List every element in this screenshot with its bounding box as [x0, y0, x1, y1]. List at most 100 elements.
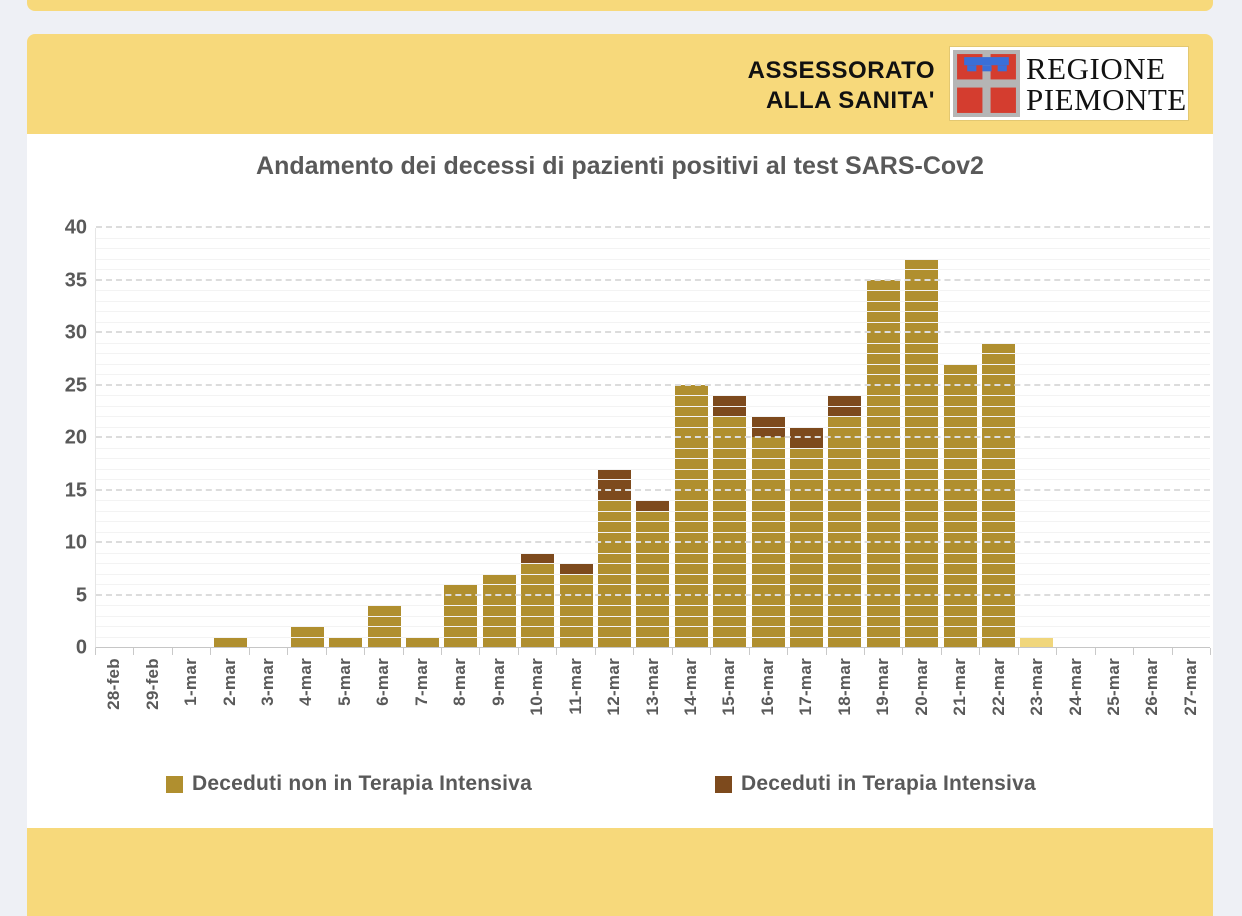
gridline-minor [96, 521, 1210, 522]
bar-segment-terapia-intensiva [521, 552, 555, 563]
x-axis-label: 1-mar [181, 658, 201, 706]
x-axis-label: 2-mar [219, 658, 239, 706]
gridline-major [96, 278, 1210, 281]
bar-slot-20-mar [903, 228, 941, 647]
logo-text: REGIONE PIEMONTE [1026, 50, 1187, 117]
x-axis-tick [863, 648, 865, 655]
x-axis-tick [671, 648, 673, 655]
x-label-slot: 20-mar [903, 658, 941, 750]
x-label-slot: 6-mar [364, 658, 402, 750]
x-axis-label: 14-mar [681, 658, 701, 716]
x-label-slot: 22-mar [979, 658, 1017, 750]
x-axis-tick [979, 648, 981, 655]
x-axis-tick [1094, 648, 1096, 655]
y-axis-label: 5 [75, 584, 87, 606]
legend-label: Deceduti in Terapia Intensiva [741, 772, 1036, 795]
x-label-slot: 3-mar [249, 658, 287, 750]
x-axis-tick [556, 648, 558, 655]
bar-slot-17-mar [787, 228, 825, 647]
x-axis-tick [594, 648, 596, 655]
x-axis-label: 8-mar [450, 658, 470, 706]
gridline-minor [96, 615, 1210, 617]
x-axis-tick [248, 648, 250, 655]
x-axis-label: 22-mar [988, 658, 1008, 716]
report-card: ASSESSORATO ALLA SANITA' REGIONE PIEMONT… [27, 34, 1213, 916]
gridline-minor [96, 563, 1210, 564]
gridline-minor [96, 353, 1210, 354]
x-axis-label: 10-mar [527, 658, 547, 716]
x-label-slot: 11-mar [556, 658, 594, 750]
x-axis-label: 16-mar [757, 658, 777, 716]
bar-segment-non-terapia-intensiva [982, 342, 1016, 647]
bar-segment-non-terapia-intensiva [405, 636, 439, 647]
gridline-minor [96, 500, 1210, 501]
x-axis-labels: 28-feb 29-feb 1-mar 2-mar 3-mar 4-mar 5-mar 6-m… [95, 658, 1210, 750]
bar-segment-non-terapia-intensiva [905, 258, 939, 647]
chart-panel: Andamento dei decessi di pazienti positi… [27, 134, 1213, 828]
bar-slot-22-mar [979, 228, 1017, 647]
x-label-slot: 13-mar [633, 658, 671, 750]
bar-slot-21-mar [941, 228, 979, 647]
x-axis-label: 13-mar [642, 658, 662, 716]
bar-segment-non-terapia-intensiva [482, 573, 516, 647]
regione-piemonte-logo: REGIONE PIEMONTE [950, 47, 1188, 120]
y-axis-label: 10 [64, 531, 87, 554]
piemonte-coat-of-arms-icon [953, 50, 1020, 117]
bar-slot-23-mar [1018, 228, 1056, 647]
x-axis-label: 28-feb [104, 658, 124, 710]
y-axis-label: 30 [64, 321, 87, 344]
x-axis-tick [517, 648, 519, 655]
legend-label: Deceduti non in Terapia Intensiva [192, 772, 532, 795]
bar-12-mar [597, 468, 631, 647]
bar-10-mar [521, 552, 555, 647]
x-axis-label: 12-mar [604, 658, 624, 716]
gridline-minor [96, 258, 1210, 260]
report-header: ASSESSORATO ALLA SANITA' REGIONE PIEMONT… [27, 34, 1213, 134]
bar-slot-19-mar [864, 228, 902, 647]
x-axis-tick [95, 648, 96, 655]
y-axis-label: 15 [64, 479, 87, 501]
chart-title: Andamento dei decessi di pazienti positi… [256, 152, 984, 180]
previous-card-bottom-strip [27, 0, 1213, 11]
gridline-minor [96, 269, 1210, 270]
bar-22-mar [982, 342, 1016, 647]
gridline-minor [96, 374, 1210, 375]
x-label-slot: 7-mar [403, 658, 441, 750]
bar-segment-non-terapia-intensiva [559, 573, 593, 647]
x-axis-tick [287, 648, 289, 655]
x-axis-tick [402, 648, 404, 655]
x-label-slot: 8-mar [441, 658, 479, 750]
bar-segment-non-terapia-intensiva [674, 384, 708, 647]
x-axis-tick [633, 648, 635, 655]
x-axis-label: 17-mar [796, 658, 816, 716]
gridline-minor [96, 405, 1210, 407]
x-label-slot: 25-mar [1095, 658, 1133, 750]
x-label-slot: 15-mar [710, 658, 748, 750]
x-label-slot: 28-feb [95, 658, 133, 750]
bar-20-mar [905, 258, 939, 647]
x-label-slot: 23-mar [1018, 658, 1056, 750]
x-axis-label: 6-mar [373, 658, 393, 706]
legend-swatch-brown [715, 775, 732, 793]
x-axis-label: 7-mar [411, 658, 431, 706]
gridline-major [96, 488, 1210, 491]
bar-11-mar [559, 563, 593, 647]
assessorato-label: ASSESSORATO ALLA SANITA' [747, 57, 935, 114]
x-label-slot: 21-mar [941, 658, 979, 750]
gridline-major [96, 331, 1210, 333]
gridline-minor [96, 531, 1210, 533]
gridline-minor [96, 468, 1210, 470]
x-axis-label: 24-mar [1065, 658, 1085, 716]
bar-segment-non-terapia-intensiva [329, 636, 363, 647]
gridline-major [96, 226, 1210, 228]
x-axis-tick [325, 648, 327, 655]
x-axis-tick [364, 648, 366, 655]
gridline-minor [96, 426, 1210, 428]
gridline-minor [96, 584, 1210, 585]
x-label-slot: 9-mar [480, 658, 518, 750]
bar-slot-7-mar [403, 228, 441, 647]
y-axis-label: 20 [64, 426, 87, 449]
bar-slot-13-mar [634, 228, 672, 647]
y-axis-label: 35 [64, 269, 87, 291]
bar-segment-terapia-intensiva [636, 500, 670, 511]
